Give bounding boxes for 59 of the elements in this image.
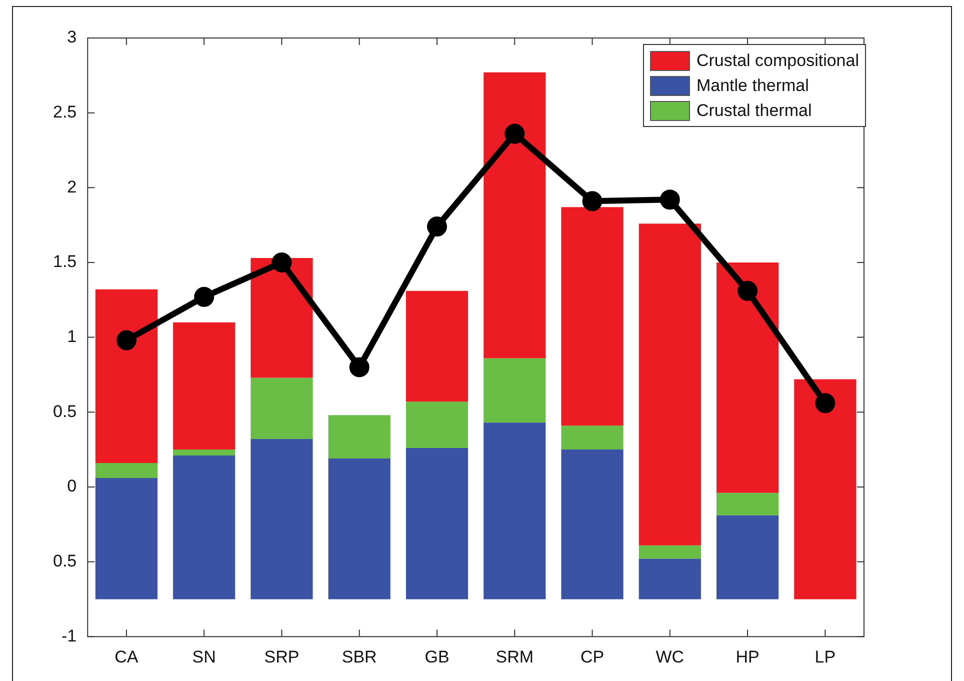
y-tick-label: 1.5 [52, 252, 77, 272]
x-tick-label: SBR [342, 647, 377, 666]
bar [328, 458, 390, 600]
bar [716, 492, 779, 516]
bar [484, 358, 546, 423]
bar [561, 207, 624, 426]
point [738, 280, 758, 301]
y-tick-label: 0 [67, 476, 77, 496]
bar [406, 290, 468, 402]
bar [484, 422, 546, 600]
y-tick-label: 1 [67, 326, 77, 346]
legend-label: Crustal thermal [696, 100, 812, 120]
y-tick-label: 2 [67, 177, 77, 196]
legend-label: Crustal compositional [696, 50, 859, 70]
bar [638, 224, 701, 546]
x-tick-label: SN [192, 647, 216, 666]
point [427, 216, 447, 237]
bar [173, 322, 236, 450]
bar [250, 258, 313, 378]
x-tick-label: WC [656, 647, 684, 666]
bar [95, 289, 158, 464]
x-tick-label: LP [814, 647, 836, 666]
x-tick-label: SRM [496, 647, 534, 666]
bar [794, 379, 856, 600]
bar [95, 463, 158, 478]
bar [716, 262, 779, 493]
bar [561, 450, 624, 600]
bar [638, 558, 701, 600]
bar [328, 415, 390, 459]
x-tick-label: GB [424, 647, 450, 666]
point [660, 190, 680, 210]
point [272, 252, 292, 272]
point [349, 357, 370, 378]
point [116, 330, 136, 350]
y-tick-label: 3 [67, 28, 77, 47]
x-tick-label: CP [580, 647, 604, 666]
x-tick-label: HP [736, 647, 760, 666]
x-tick-label: SRP [264, 647, 300, 666]
bar [250, 439, 313, 600]
bar [406, 402, 468, 448]
bar [561, 426, 624, 450]
legend-label: Mantle thermal [696, 76, 809, 96]
x-tick-label: CA [114, 647, 139, 666]
point [582, 191, 602, 212]
bar [716, 515, 779, 600]
bar [250, 378, 313, 440]
y-tick-label: -1 [62, 626, 77, 646]
bar [173, 456, 236, 600]
y-tick-label: 0.5 [52, 402, 77, 421]
point [194, 286, 214, 307]
y-tick-label: 2.5 [52, 102, 77, 122]
bar [406, 448, 468, 600]
bar [638, 545, 701, 559]
point [504, 124, 525, 144]
bar [484, 72, 546, 358]
bar [173, 450, 236, 456]
bar [95, 478, 158, 600]
point [815, 393, 836, 414]
y-tick-label: 0.5 [52, 551, 77, 570]
